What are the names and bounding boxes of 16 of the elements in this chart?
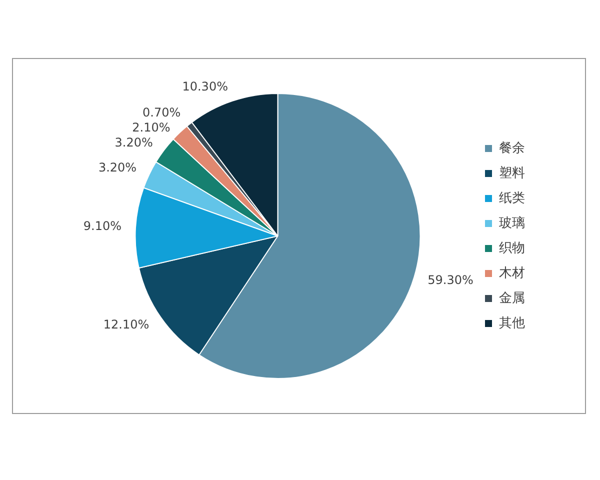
legend-label: 其他 [499, 316, 525, 331]
data-label: 0.70% [142, 105, 181, 120]
legend-label: 木材 [499, 266, 525, 281]
legend-label: 纸类 [499, 190, 525, 206]
data-label: 9.10% [83, 218, 122, 233]
legend-label: 餐余 [499, 140, 525, 156]
data-label: 12.10% [103, 317, 150, 332]
legend-label: 金属 [499, 290, 525, 306]
legend-label: 玻璃 [499, 216, 525, 231]
data-label: 10.30% [182, 80, 228, 94]
data-label: 2.10% [132, 120, 170, 134]
legend-label: 织物 [499, 240, 525, 256]
data-label: 3.20% [114, 135, 153, 150]
data-label: 3.20% [98, 160, 137, 175]
legend-label: 塑料 [499, 164, 525, 181]
data-label: 59.30% [428, 273, 474, 288]
